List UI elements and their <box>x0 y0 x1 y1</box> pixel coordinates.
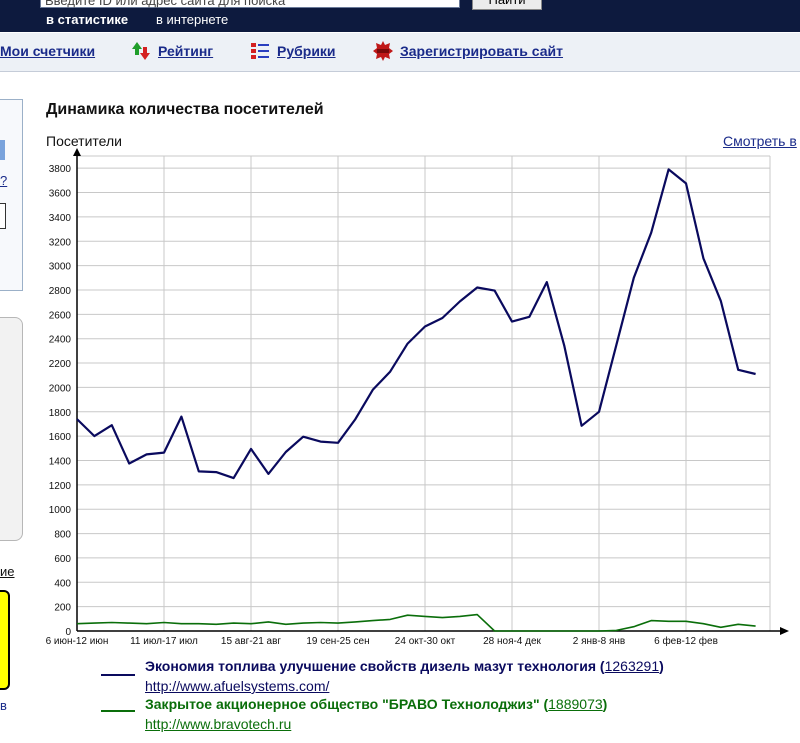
x-tick-label: 15 авг-21 авг <box>221 636 282 647</box>
y-tick-label: 1400 <box>49 456 72 467</box>
chart-title: Динамика количества посетителей <box>46 101 324 118</box>
x-tick-label: 2 янв-8 янв <box>573 636 626 647</box>
scope-stat-option[interactable]: в статистике <box>46 12 129 27</box>
y-tick-label: 1600 <box>49 432 72 443</box>
y-tick-label: 1200 <box>49 481 72 492</box>
series-line-1 <box>76 168 756 480</box>
legend-series-2-url[interactable]: http://www.bravotech.ru <box>145 716 292 732</box>
y-tick-label: 2400 <box>49 335 72 346</box>
x-axis-arrow <box>780 627 789 635</box>
y-tick-label: 1000 <box>49 505 72 516</box>
tick-layer: 0 200 400 600 800 1000 1200 1400 1600 1800 2000 220… <box>46 164 718 647</box>
nav-my-counters[interactable]: Мои счетчики <box>0 43 96 59</box>
legend-series-2-name: Закрытое акционерное общество "БРАВО Тех… <box>145 696 540 712</box>
legend-swatch-series-1 <box>101 674 135 676</box>
y-tick-label: 2000 <box>49 383 72 394</box>
sidebar-panel <box>0 99 23 291</box>
legend-series-1-title: Экономия топлива улучшение свойств дизел… <box>145 658 664 674</box>
nav-rubrics[interactable]: Рубрики <box>277 43 336 59</box>
y-tick-label: 3800 <box>49 164 72 175</box>
y-tick-label: 400 <box>54 578 71 589</box>
y-tick-label: 1800 <box>49 408 72 419</box>
legend-series-1-url[interactable]: http://www.afuelsystems.com/ <box>145 678 330 694</box>
y-tick-label: 2200 <box>49 359 72 370</box>
sidebar-input-box[interactable] <box>0 203 6 229</box>
legend-series-2-id-link[interactable]: 1889073 <box>548 696 603 712</box>
legend-series-1-id-link[interactable]: 1263291 <box>604 658 660 674</box>
search-input[interactable]: Введите ID или адрес сайта для поиска <box>40 0 460 8</box>
y-tick-label: 3000 <box>49 262 72 273</box>
y-tick-label: 2800 <box>49 286 72 297</box>
sidebar-grey-panel <box>0 317 23 541</box>
y-tick-label: 3600 <box>49 189 72 200</box>
sidebar-text-fragment: в <box>0 698 7 713</box>
view-more-link[interactable]: Смотреть в <box>723 133 797 149</box>
sidebar-yellow-banner[interactable] <box>0 590 10 690</box>
scope-internet-option[interactable]: в интернете <box>156 12 229 27</box>
axis-layer <box>73 148 789 635</box>
x-tick-label: 24 окт-30 окт <box>395 636 456 647</box>
legend-series-1-name: Экономия топлива улучшение свойств дизел… <box>145 658 597 674</box>
y-tick-label: 600 <box>54 554 71 565</box>
search-button[interactable]: Найти <box>472 0 542 10</box>
y-tick-label: 2600 <box>49 310 72 321</box>
sidebar-help-link[interactable]: ? <box>0 173 8 188</box>
series-layer <box>76 168 756 632</box>
series-line-2 <box>76 613 756 632</box>
nav-rating[interactable]: Рейтинг <box>158 43 214 59</box>
grid-layer <box>76 155 771 631</box>
legend-swatch-series-2 <box>101 710 135 712</box>
y-tick-label: 0 <box>65 627 71 638</box>
y-tick-label: 200 <box>54 603 71 614</box>
nav-register-site[interactable]: Зарегистрировать сайт <box>400 43 564 59</box>
x-tick-label: 11 июл-17 июл <box>130 636 198 647</box>
y-tick-label: 3400 <box>49 213 72 224</box>
new-badge-icon <box>373 41 393 61</box>
nav-bar: Мои счетчики Рейтинг Рубрики Зарегистрир… <box>0 33 800 72</box>
rating-arrows-icon <box>132 42 150 60</box>
legend-series-2-title: Закрытое акционерное общество "БРАВО Тех… <box>145 696 608 712</box>
x-tick-label: 28 ноя-4 дек <box>483 636 541 647</box>
y-axis-label: Посетители <box>46 133 122 149</box>
y-tick-label: 3200 <box>49 237 72 248</box>
y-tick-label: 800 <box>54 530 71 541</box>
sidebar-blue-field[interactable] <box>0 140 5 160</box>
sidebar-link[interactable]: ие <box>0 564 15 579</box>
rubrics-list-icon <box>251 43 269 59</box>
y-axis-arrow <box>73 148 81 156</box>
x-tick-label: 6 июн-12 июн <box>46 636 109 647</box>
x-tick-label: 19 сен-25 сен <box>306 636 369 647</box>
x-tick-label: 6 фев-12 фев <box>654 635 718 647</box>
top-bar: Введите ID или адрес сайта для поиска На… <box>0 0 800 32</box>
